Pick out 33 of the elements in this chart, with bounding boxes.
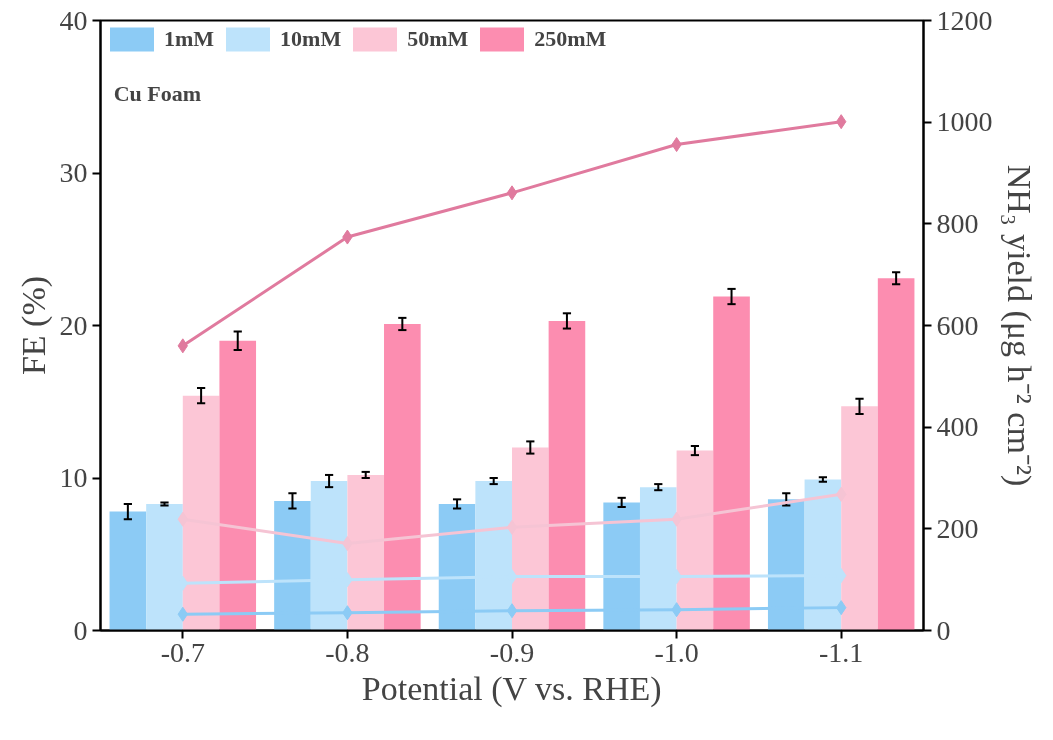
bar (713, 296, 750, 631)
y2-axis-title: NH₃ yield (μg h⁻² cm⁻²) (999, 164, 1038, 487)
y2-tick-label: 200 (936, 512, 979, 544)
x-tick-label: -0.9 (489, 636, 535, 668)
y2-tick-label: 400 (936, 411, 979, 443)
x-tick-label: -0.8 (325, 636, 370, 668)
y2-tick-label: 1200 (936, 4, 993, 36)
legend-label: 1mM (164, 26, 215, 52)
y-tick-label: 30 (59, 157, 88, 188)
legend-label: 10mM (280, 26, 342, 52)
point (506, 185, 518, 201)
y2-tick-label: 0 (936, 614, 951, 646)
y-axis-title: FE (%) (14, 275, 53, 376)
y-tick-label: 20 (59, 309, 88, 341)
y2-tick-label: 800 (936, 207, 979, 239)
bar (877, 278, 915, 631)
y-tick-label: 10 (59, 462, 88, 493)
y2-tick-label: 1000 (936, 106, 993, 138)
legend-label: 50mM (407, 26, 469, 52)
annotation: Cu Foam (113, 80, 202, 106)
bar (384, 323, 421, 631)
bar (109, 511, 147, 631)
y-tick-label: 0 (73, 614, 88, 646)
y2-tick-label: 600 (936, 309, 979, 341)
point (506, 603, 518, 619)
legend-label: 250mM (534, 26, 607, 52)
y-tick-label: 40 (59, 4, 88, 36)
x-tick-label: -1.0 (654, 636, 699, 668)
bar (548, 320, 586, 631)
x-tick-label: -1.1 (819, 636, 864, 668)
x-axis-title: Potential (V vs. RHE) (361, 669, 662, 708)
bar (219, 340, 257, 631)
x-tick-label: -0.7 (160, 636, 205, 668)
